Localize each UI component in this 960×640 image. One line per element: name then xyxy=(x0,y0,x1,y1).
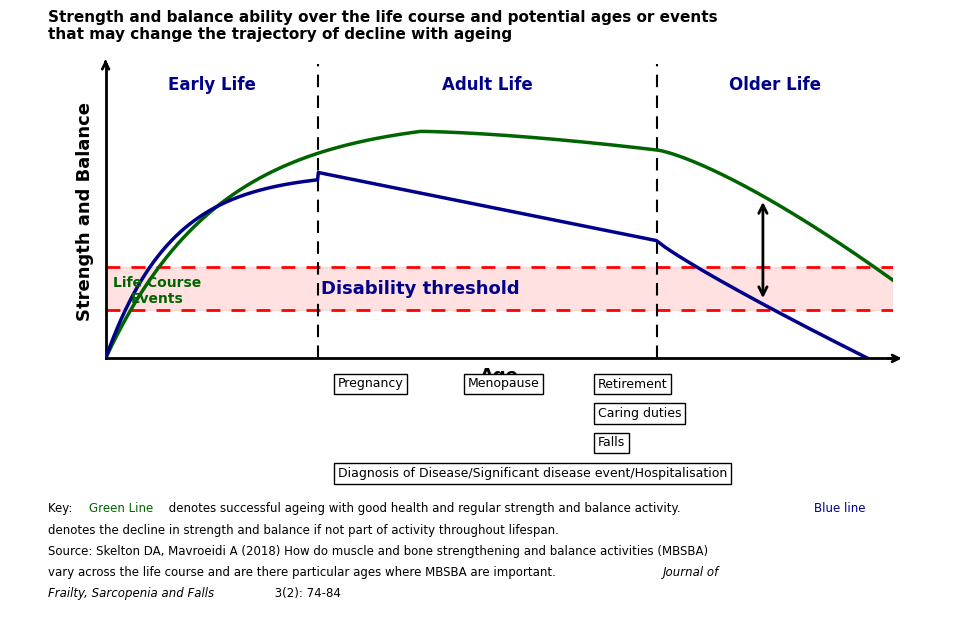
Text: Menopause: Menopause xyxy=(468,378,540,390)
Text: Pregnancy: Pregnancy xyxy=(338,378,403,390)
Text: Disability threshold: Disability threshold xyxy=(322,280,519,298)
Text: Frailty, Sarcopenia and Falls: Frailty, Sarcopenia and Falls xyxy=(48,587,214,600)
Text: Key:: Key: xyxy=(48,502,76,515)
Text: Blue line: Blue line xyxy=(814,502,866,515)
Bar xyxy=(106,267,893,310)
Text: Adult Life: Adult Life xyxy=(442,76,533,94)
Text: Caring duties: Caring duties xyxy=(597,407,681,420)
Text: 3(2): 74-84: 3(2): 74-84 xyxy=(271,587,341,600)
Text: Older Life: Older Life xyxy=(729,76,821,94)
Text: denotes the decline in strength and balance if not part of activity throughout l: denotes the decline in strength and bala… xyxy=(48,524,559,536)
Text: Strength and balance ability over the life course and potential ages or events
t: Strength and balance ability over the li… xyxy=(48,10,718,42)
Y-axis label: Strength and Balance: Strength and Balance xyxy=(77,102,94,321)
Text: Retirement: Retirement xyxy=(597,378,667,390)
Text: Falls: Falls xyxy=(597,436,625,449)
Text: vary across the life course and are there particular ages where MBSBA are import: vary across the life course and are ther… xyxy=(48,566,560,579)
Text: Source: Skelton DA, Mavroeidi A (2018) How do muscle and bone strengthening and : Source: Skelton DA, Mavroeidi A (2018) H… xyxy=(48,545,708,557)
X-axis label: Age: Age xyxy=(480,367,518,385)
Text: Journal of: Journal of xyxy=(663,566,720,579)
Text: Diagnosis of Disease/Significant disease event/Hospitalisation: Diagnosis of Disease/Significant disease… xyxy=(338,467,727,480)
Text: Green Line: Green Line xyxy=(89,502,154,515)
Text: Life Course
Events: Life Course Events xyxy=(112,276,201,306)
Text: Early Life: Early Life xyxy=(168,76,255,94)
Text: denotes successful ageing with good health and regular strength and balance acti: denotes successful ageing with good heal… xyxy=(165,502,692,515)
